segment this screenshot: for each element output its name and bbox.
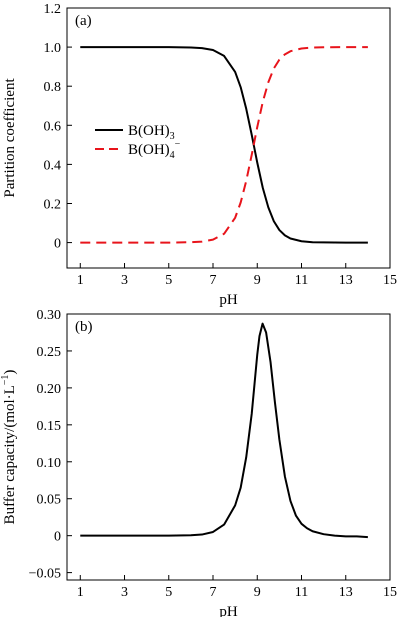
x-tick-label: 11 xyxy=(295,585,308,600)
y-tick-label: 0.25 xyxy=(37,345,62,360)
x-tick-label: 3 xyxy=(121,585,128,600)
y-axis-label-end: ) xyxy=(2,370,18,375)
y-tick-label: 0.30 xyxy=(37,308,62,323)
y-tick-label: 1.2 xyxy=(44,2,62,17)
plot-frame xyxy=(66,7,391,269)
x-tick-label: 1 xyxy=(77,273,84,288)
y-tick-label: 0.2 xyxy=(44,197,62,212)
x-tick-label: 13 xyxy=(339,273,353,288)
legend-label-main: B(OH) xyxy=(128,123,170,139)
x-tick-label: 11 xyxy=(295,273,308,288)
y-tick-label: 0 xyxy=(54,530,61,545)
panel-label: (b) xyxy=(75,319,93,335)
x-tick-label: 15 xyxy=(383,273,397,288)
x-axis-label: pH xyxy=(219,604,238,617)
x-tick-label: 15 xyxy=(383,585,397,600)
series-line-boh3 xyxy=(80,46,368,244)
x-tick-label: 7 xyxy=(210,585,217,600)
y-tick-label: 0.05 xyxy=(37,493,62,508)
y-axis-label-main: Buffer capacity/(mol·L xyxy=(2,385,18,524)
plot-frame xyxy=(66,313,391,581)
series-line xyxy=(80,322,368,539)
legend-label: B(OH)3 xyxy=(128,123,175,142)
panel-label: (a) xyxy=(75,13,92,29)
x-tick-label: 9 xyxy=(254,273,261,288)
y-axis-label-sup: −1 xyxy=(0,375,11,386)
y-tick-label: 0 xyxy=(54,237,61,252)
x-tick-label: 3 xyxy=(121,273,128,288)
x-tick-label: 5 xyxy=(165,273,172,288)
y-tick-label: 0.8 xyxy=(44,80,62,95)
x-tick-label: 13 xyxy=(339,585,353,600)
y-tick-label: 0.6 xyxy=(44,119,62,134)
y-tick-label: 0.4 xyxy=(44,158,62,173)
chart-panel-a: 1 3 5 7 9 11 13 1500.20.40.60.81.01.2(a)pHParti… xyxy=(2,2,397,308)
y-tick-label: 0.10 xyxy=(37,456,62,471)
legend-label-sup: − xyxy=(175,139,181,150)
y-tick-label: 1.0 xyxy=(44,41,62,56)
x-tick-label: 7 xyxy=(210,273,217,288)
chart-panel-b: 1 3 5 7 9 11 13 15−0.0500.050.100.150.200.250.3… xyxy=(0,308,397,617)
y-tick-label: −0.05 xyxy=(29,567,61,582)
x-axis-label: pH xyxy=(219,292,238,308)
y-axis-label: Partition coefficient xyxy=(2,78,18,198)
x-tick-label: 9 xyxy=(254,585,261,600)
x-tick-label: 1 xyxy=(77,585,84,600)
series-line-boh4 xyxy=(80,46,368,244)
legend: B(OH)3B(OH)4− xyxy=(95,123,181,161)
y-tick-label: 0.20 xyxy=(37,382,62,397)
x-tick-label: 5 xyxy=(165,585,172,600)
legend-label-sub: 3 xyxy=(170,131,175,142)
y-axis-label: Buffer capacity/(mol·L−1) xyxy=(0,370,18,525)
legend-label-main: B(OH) xyxy=(128,142,170,158)
legend-label-sub: 4 xyxy=(170,150,175,161)
y-tick-label: 0.15 xyxy=(37,419,62,434)
legend-label: B(OH)4− xyxy=(128,139,181,161)
